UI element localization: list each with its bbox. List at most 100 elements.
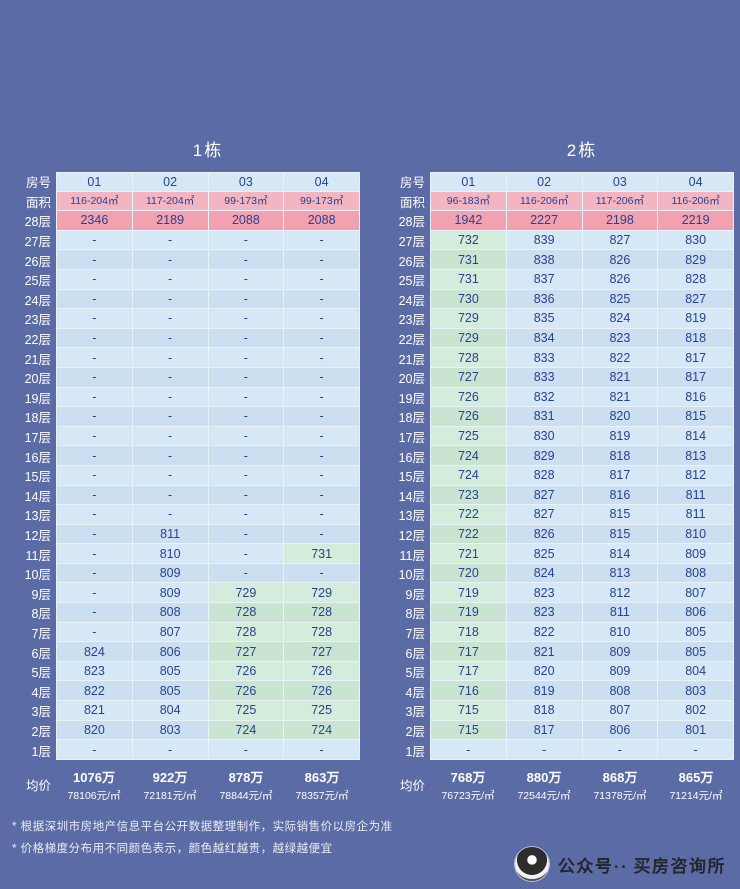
average-unit-price: 76723元/㎡ <box>441 789 495 802</box>
average-cell: 878万 78844元/㎡ <box>208 765 284 805</box>
average-total-price: 1076万 <box>73 769 115 785</box>
row-cells: 824 806 727 727 <box>56 642 360 662</box>
price-cell: 820 <box>582 407 659 427</box>
average-cell: 768万 76723元/㎡ <box>430 765 506 805</box>
price-cell: 833 <box>506 348 583 368</box>
floor-label: 21层 <box>398 352 425 367</box>
room-number-cell: 04 <box>658 173 734 192</box>
row-cells: 96-183㎡ 116-206㎡ 117-206㎡ 116-206㎡ <box>430 191 734 212</box>
price-cell: 814 <box>658 426 734 447</box>
floor-row: 28层 1942 2227 2198 2219 <box>382 211 734 231</box>
row-cells: ---- <box>56 367 360 388</box>
price-cell: 2088 <box>284 211 360 231</box>
floor-row: 12层 722 826 815 810 <box>382 524 734 545</box>
price-cell: 821 <box>582 367 659 388</box>
price-cell: 726 <box>208 681 285 702</box>
floor-row: 19层 - - - - <box>8 387 360 408</box>
price-cell: 820 <box>57 720 133 741</box>
price-cell: - <box>132 485 209 506</box>
row-cells: 726 831 820 815 <box>430 407 734 427</box>
price-cell: - <box>208 465 285 486</box>
price-cell: - <box>132 740 209 760</box>
row-cells: 719 823 811 806 <box>430 603 734 623</box>
tables-area: 1栋 房号 01 02 03 04 面积 116-204㎡ 117-204㎡ 99-173㎡ 99-… <box>8 136 734 805</box>
price-cell: 805 <box>132 681 209 702</box>
average-unit-price: 78106元/㎡ <box>67 789 121 802</box>
price-cell: 718 <box>431 622 507 643</box>
floor-row: 26层 - - - - <box>8 250 360 270</box>
floor-row: 2层 820 803 724 724 <box>8 720 360 741</box>
floor-price-table: 房号 01 02 03 04 面积 96-183㎡ 116-206㎡ 117-206㎡ 116-2… <box>382 172 734 760</box>
average-unit-price: 72544元/㎡ <box>517 789 571 802</box>
price-cell: - <box>132 426 209 447</box>
price-cell: - <box>284 367 360 388</box>
floor-row: 3层 715 818 807 802 <box>382 701 734 721</box>
average-cells: 768万 76723元/㎡ 880万 72544元/㎡ 868万 71378元/㎡ 865万… <box>430 765 734 805</box>
price-cell: 826 <box>506 524 583 545</box>
floor-label: 4层 <box>405 685 425 700</box>
floor-row: 20层 - - - - <box>8 367 360 388</box>
price-cell: 806 <box>658 603 734 623</box>
price-cell: 818 <box>658 328 734 349</box>
price-cell: 724 <box>208 720 285 741</box>
row-cells: ---- <box>56 485 360 506</box>
price-cell: - <box>284 309 360 329</box>
watermark: 公众号·· 买房咨询所 <box>514 847 726 881</box>
area-row: 面积 116-204㎡ 117-204㎡ 99-173㎡ 99-173㎡ <box>8 191 360 212</box>
price-cell: 803 <box>132 720 209 741</box>
average-cell: 863万 78357元/㎡ <box>284 765 360 805</box>
floor-row: 5层 823 805 726 726 <box>8 661 360 682</box>
price-cell: - <box>132 328 209 349</box>
price-cell: 2088 <box>208 211 285 231</box>
price-cell: 821 <box>582 387 659 408</box>
floor-row: 7层 -807 728 728 <box>8 622 360 643</box>
price-cell: 726 <box>208 661 285 682</box>
row-cells: 823 805 726 726 <box>56 661 360 682</box>
price-cell: 827 <box>658 289 734 310</box>
floor-label: 10层 <box>398 568 425 583</box>
row-cells: 717 820 809 804 <box>430 661 734 682</box>
price-cell: - <box>208 250 285 270</box>
price-cell: 729 <box>431 309 507 329</box>
area-row: 面积 96-183㎡ 116-206㎡ 117-206㎡ 116-206㎡ <box>382 191 734 212</box>
average-unit-price: 72181元/㎡ <box>143 789 197 802</box>
price-cell: 817 <box>506 720 583 741</box>
price-cell: - <box>208 446 285 466</box>
floor-label: 15层 <box>398 470 425 485</box>
price-cell: - <box>208 485 285 506</box>
price-cell: - <box>431 740 507 760</box>
building-2-table: 2栋 房号 01 02 03 04 面积 96-183㎡ 116-206㎡ 117-206㎡ 116… <box>382 136 734 805</box>
floor-label: 2层 <box>31 724 51 739</box>
floor-row: 10层 720 824 813 808 <box>382 563 734 584</box>
price-cell: - <box>132 407 209 427</box>
room-header-label: 房号 <box>399 176 425 191</box>
price-cell: 725 <box>431 426 507 447</box>
floor-row: 25层 - - - - <box>8 269 360 290</box>
price-cell: - <box>506 740 583 760</box>
price-cell: 819 <box>658 309 734 329</box>
floor-label: 23层 <box>24 313 51 328</box>
floor-label: 7层 <box>405 626 425 641</box>
floor-row: 11层 -810-731 <box>8 544 360 564</box>
row-cells: 730 836 825 827 <box>430 289 734 310</box>
floor-label: 9层 <box>31 587 51 602</box>
price-cell: - <box>57 583 133 604</box>
floor-label: 23层 <box>398 313 425 328</box>
row-cells: 726 832 821 816 <box>430 387 734 408</box>
price-cell: - <box>284 446 360 466</box>
row-cells: 01 02 03 04 <box>56 172 360 192</box>
row-cells: 721 825 814 809 <box>430 544 734 564</box>
price-cell: 715 <box>431 720 507 741</box>
floor-row: 1层 - - - - <box>8 740 360 760</box>
price-cell: 806 <box>582 720 659 741</box>
price-cell: - <box>284 407 360 427</box>
price-cell: 804 <box>132 701 209 721</box>
floor-row: 27层 732 839 827 830 <box>382 230 734 251</box>
row-cells: 729 835 824 819 <box>430 309 734 329</box>
floor-label: 28层 <box>24 215 51 230</box>
floor-row: 18层 726 831 820 815 <box>382 407 734 427</box>
price-cell: 811 <box>582 603 659 623</box>
average-total-price: 880万 <box>526 769 562 785</box>
floor-label: 1层 <box>31 744 51 759</box>
average-row: 均价 768万 76723元/㎡ 880万 72544元/㎡ 868万 71378元/㎡ 86… <box>382 765 734 805</box>
